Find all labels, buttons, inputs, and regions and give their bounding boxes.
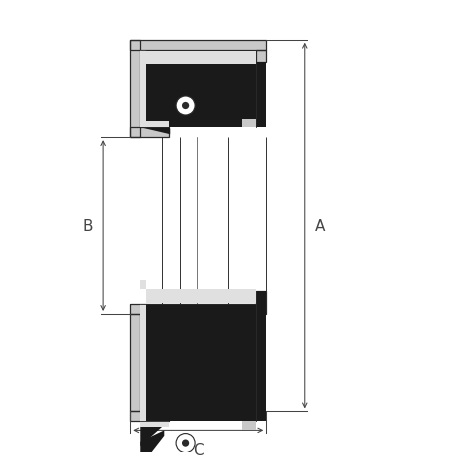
- Polygon shape: [140, 51, 256, 74]
- Polygon shape: [130, 128, 168, 138]
- Polygon shape: [130, 41, 140, 138]
- Polygon shape: [130, 41, 266, 50]
- Polygon shape: [241, 421, 256, 430]
- Circle shape: [176, 434, 195, 453]
- Polygon shape: [140, 83, 164, 119]
- Circle shape: [176, 97, 195, 116]
- Polygon shape: [140, 304, 256, 421]
- Polygon shape: [130, 314, 140, 411]
- Polygon shape: [140, 421, 168, 427]
- Polygon shape: [140, 103, 170, 135]
- Polygon shape: [130, 411, 168, 421]
- Polygon shape: [140, 122, 168, 128]
- Polygon shape: [140, 414, 170, 446]
- Text: A: A: [314, 218, 325, 234]
- Circle shape: [182, 103, 189, 110]
- Polygon shape: [140, 304, 146, 421]
- Polygon shape: [140, 50, 256, 128]
- Polygon shape: [241, 119, 256, 128]
- Polygon shape: [140, 281, 256, 303]
- Text: B: B: [83, 218, 93, 234]
- Polygon shape: [130, 304, 266, 314]
- Polygon shape: [256, 291, 266, 421]
- Polygon shape: [256, 291, 266, 304]
- Polygon shape: [140, 431, 164, 459]
- Polygon shape: [256, 50, 266, 63]
- Text: C: C: [192, 442, 203, 457]
- Polygon shape: [140, 50, 146, 128]
- Circle shape: [182, 440, 189, 447]
- Polygon shape: [256, 63, 266, 128]
